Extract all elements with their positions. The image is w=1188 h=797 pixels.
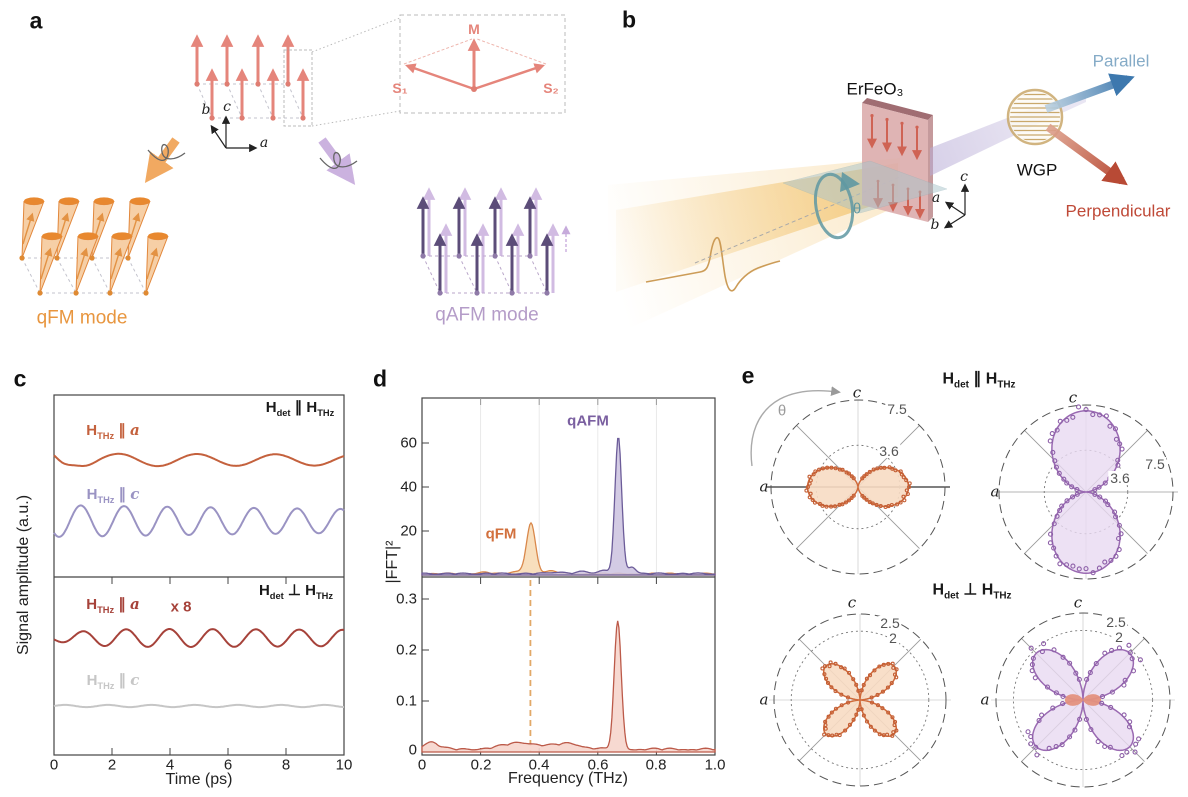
c-xtick-0: 0: [49, 756, 59, 774]
d-ytick-40: 40: [400, 478, 417, 496]
a-axis-b-label: b: [201, 102, 211, 118]
panel-d-art: [421, 397, 716, 756]
d-ytick-20: 20: [400, 522, 417, 540]
c-bottom-condition-label: Hdet ⊥ HTHz: [258, 581, 334, 601]
panel-a-letter: a: [29, 7, 43, 34]
panel-e-letter: e: [741, 362, 755, 389]
d-ylabel: |FFT|²: [384, 540, 401, 584]
e1-c-axis-label: c: [852, 383, 862, 402]
d-qfm-peak-label: qFM: [485, 525, 517, 543]
d-qafm-peak-label: qAFM: [567, 412, 609, 430]
e3-c-axis-label: c: [847, 593, 857, 612]
e-theta-label: θ: [777, 402, 787, 420]
inset-magnetization-label: M: [468, 21, 480, 37]
c-top-condition-label: Hdet ∥ HTHz: [265, 398, 335, 418]
d-xtick-0p8: 0.8: [645, 756, 667, 774]
wgp-label: WGP: [1016, 160, 1058, 180]
e1-a-axis-label: a: [759, 477, 769, 496]
panel-a-art: [144, 14, 566, 185]
d-xtick-0: 0: [417, 756, 427, 774]
e1-outer-ring-value: 7.5: [885, 401, 909, 417]
e2-inner-ring-value: 3.6: [1108, 470, 1132, 486]
a-axis-a-label: a: [259, 135, 269, 151]
e4-c-axis-label: c: [1073, 593, 1083, 612]
d-ytick-0p2: 0.2: [396, 641, 417, 659]
panel-c-letter: c: [13, 365, 27, 392]
d-xtick-1p0: 1.0: [704, 756, 726, 774]
c-trace-c-bottom-label: HTHz ∥ c: [86, 670, 140, 691]
b-axis-b-label: b: [930, 217, 940, 233]
a-axis-c-label: c: [223, 99, 231, 115]
theta-angle-label: θ: [852, 200, 862, 218]
e2-c-axis-label: c: [1068, 388, 1078, 407]
panel-b-letter: b: [621, 6, 637, 33]
panel-e-art: [750, 386, 1178, 788]
c-ylabel: Signal amplitude (a.u.): [15, 494, 32, 656]
c-xlabel: Time (ps): [165, 771, 233, 788]
panel-d-letter: d: [372, 365, 388, 392]
c-xtick-6: 6: [223, 756, 233, 774]
b-axis-a-label: a: [931, 190, 941, 206]
d-ytick-0p1: 0.1: [396, 692, 417, 710]
e3-inner-ring-value: 2: [887, 630, 899, 646]
e4-outer-ring-value: 2.5: [1104, 614, 1128, 630]
c-trace-a-top-label: HTHz ∥ a: [86, 420, 140, 441]
e3-a-axis-label: a: [759, 690, 769, 709]
c-trace-a-bottom-label: HTHz ∥ a: [86, 594, 140, 615]
qfm-mode-art: [19, 197, 169, 296]
c-xtick-4: 4: [165, 756, 175, 774]
e-title-parallel: Hdet ∥ HTHz: [942, 370, 1016, 391]
d-ytick-0: 0: [408, 741, 417, 759]
e4-inner-ring-value: 2: [1113, 629, 1125, 645]
qfm-mode-label: qFM mode: [36, 307, 128, 329]
panel-c-art: [53, 394, 345, 756]
d-xtick-0p2: 0.2: [470, 756, 492, 774]
panel-b-art: [608, 73, 1135, 338]
c-trace-c-top-label: HTHz ∥ c: [86, 484, 140, 505]
qafm-mode-art: [416, 187, 571, 296]
c-xtick-10: 10: [335, 756, 353, 774]
qafm-mode-label: qAFM mode: [435, 304, 539, 326]
e4-a-axis-label: a: [980, 690, 990, 709]
inset-spin2-label: S₂: [543, 80, 559, 96]
b-axis-c-label: c: [960, 169, 968, 185]
e1-inner-ring-value: 3.6: [877, 443, 901, 459]
c-xtick-2: 2: [107, 756, 117, 774]
d-ytick-0p3: 0.3: [396, 590, 417, 608]
e-title-perpendicular: Hdet ⊥ HTHz: [932, 581, 1012, 602]
c-scale-note: x 8: [170, 598, 192, 616]
e2-outer-ring-value: 7.5: [1143, 456, 1167, 472]
e2-a-axis-label: a: [990, 482, 1000, 501]
parallel-label: Parallel: [1092, 51, 1150, 71]
sample-label: ErFeO₃: [846, 79, 904, 99]
d-xtick-0p6: 0.6: [587, 756, 609, 774]
c-xtick-8: 8: [281, 756, 291, 774]
perpendicular-label: Perpendicular: [1065, 201, 1171, 221]
e3-outer-ring-value: 2.5: [878, 615, 902, 631]
d-ytick-60: 60: [400, 434, 417, 452]
inset-spin1-label: S₁: [392, 80, 408, 96]
d-xtick-0p4: 0.4: [528, 756, 550, 774]
d-xlabel: Frequency (THz): [507, 770, 629, 787]
